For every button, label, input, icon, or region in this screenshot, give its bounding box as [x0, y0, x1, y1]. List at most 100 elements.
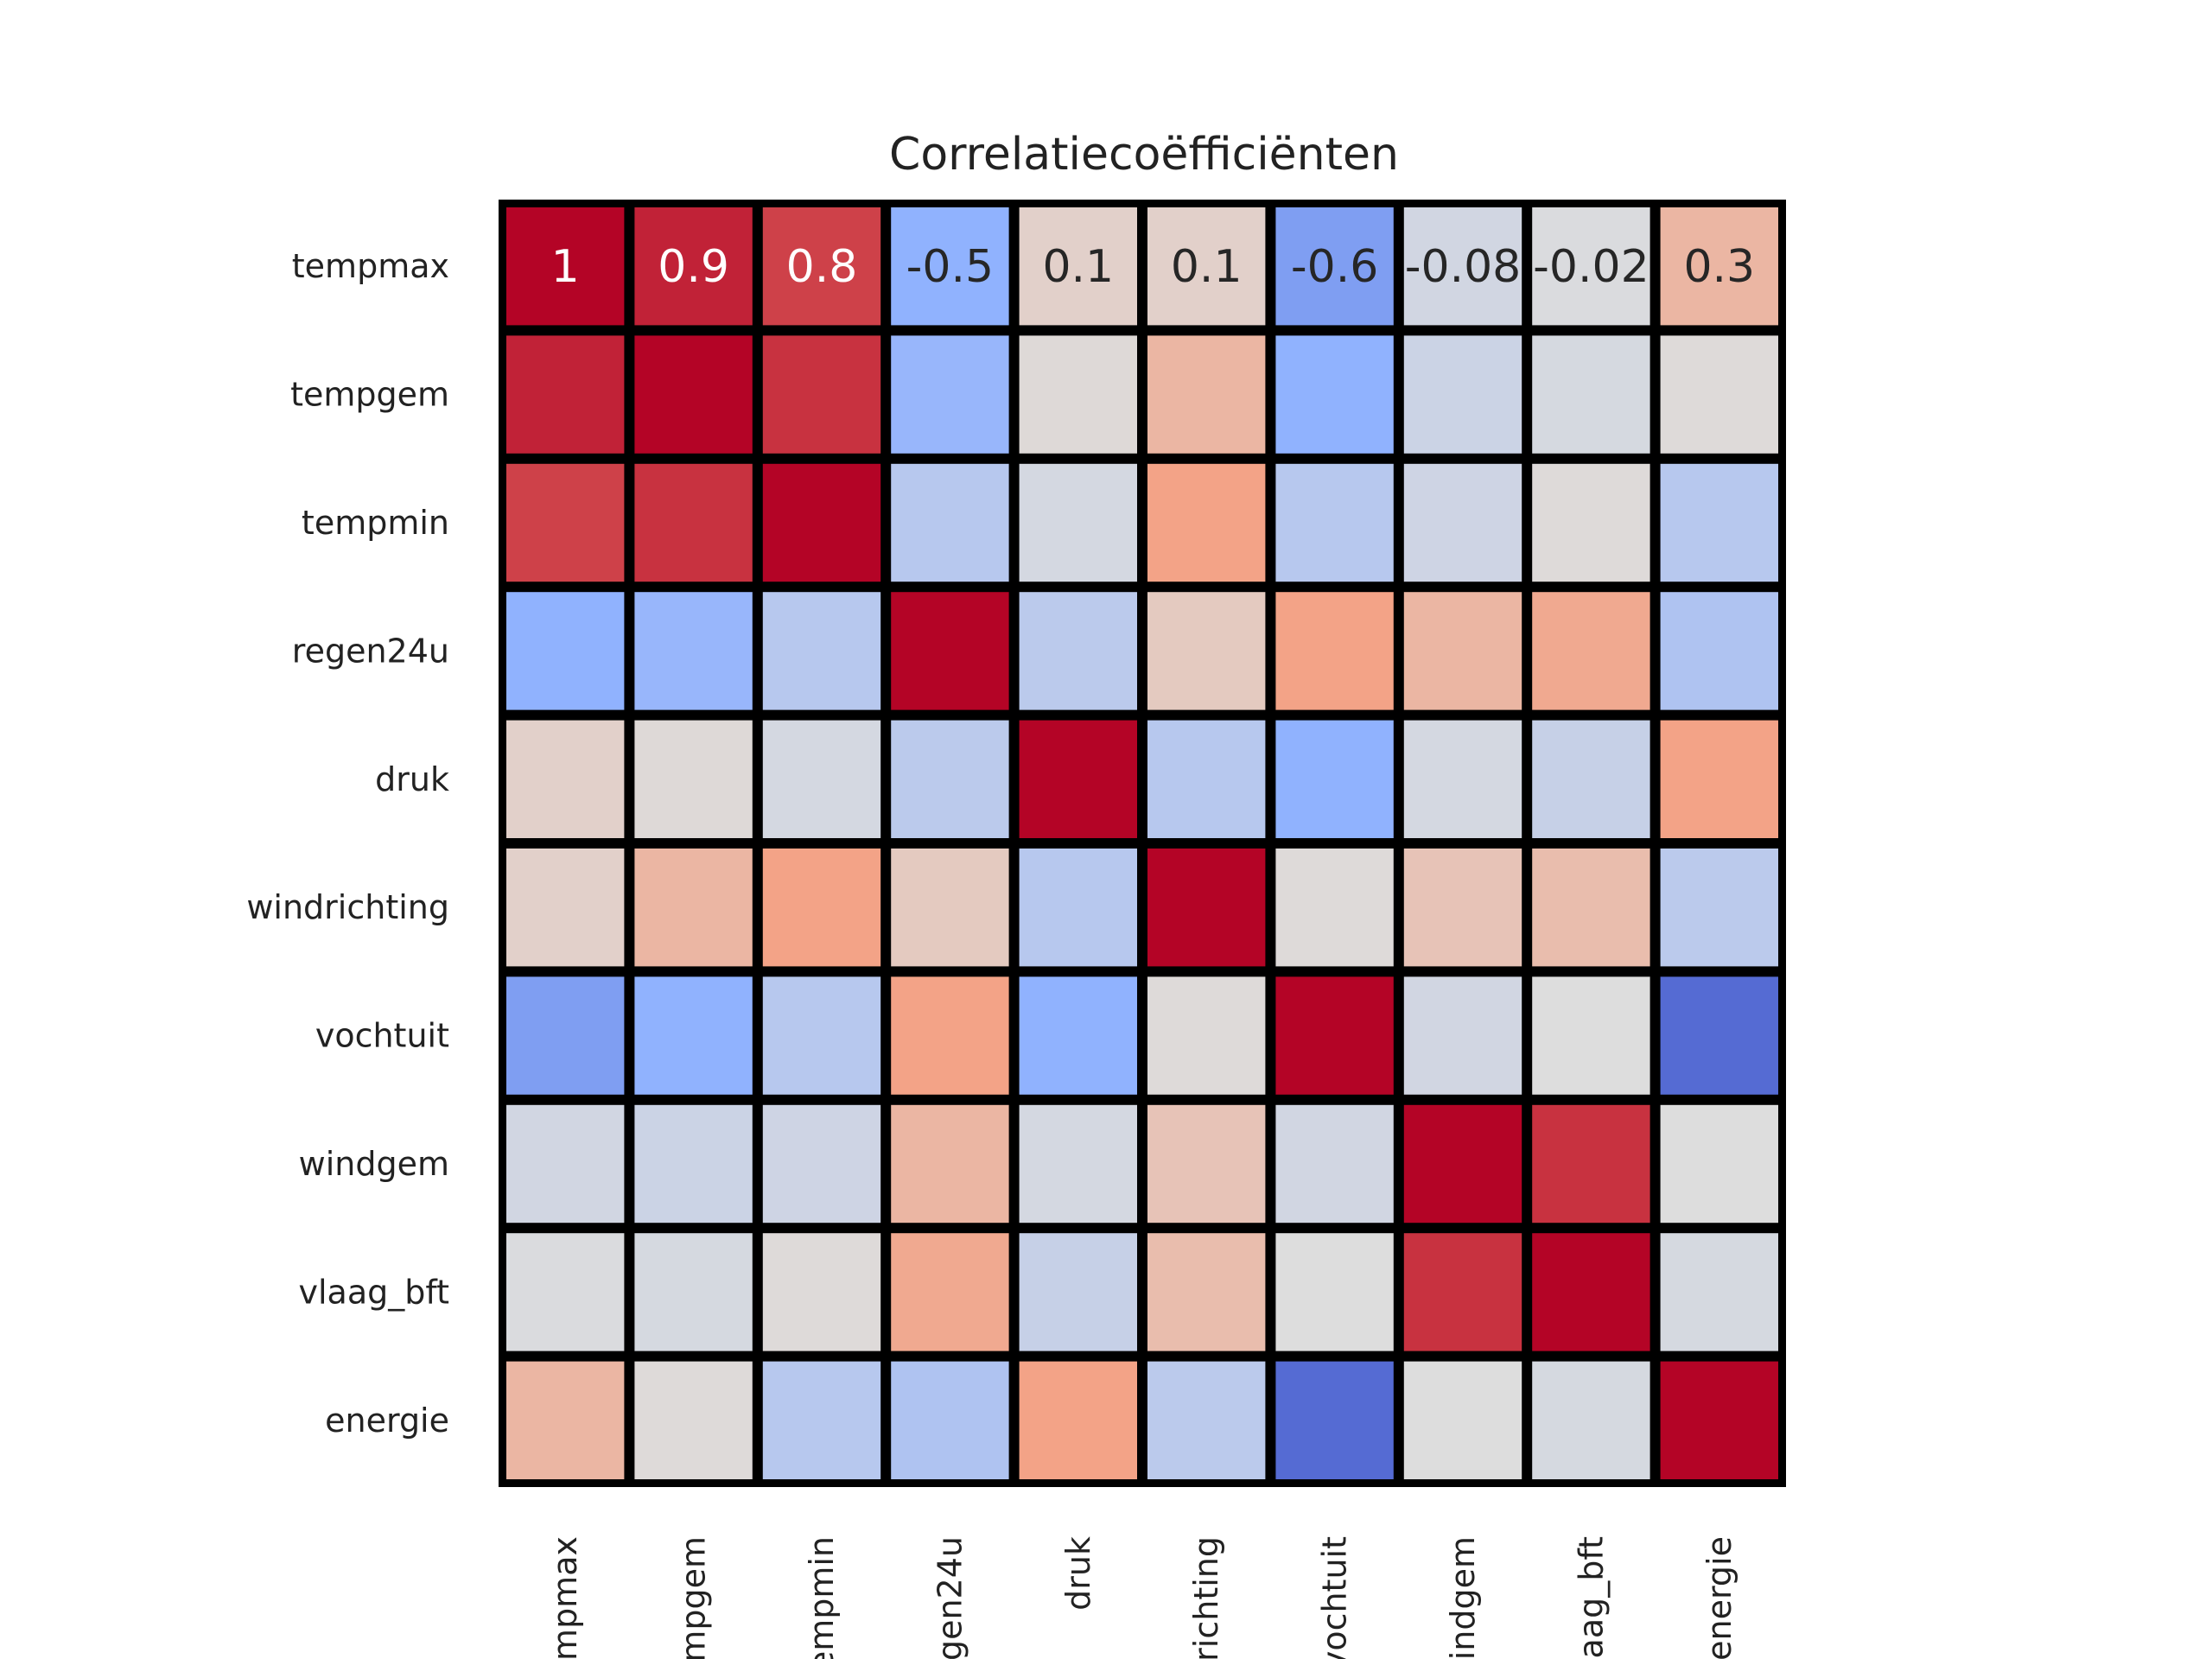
- heatmap-cell-windgem-regen24u: [891, 1104, 1009, 1224]
- heatmap-cell-tempmax-energie: [1660, 207, 1778, 326]
- heatmap-cell-windrichting-druk: [1019, 849, 1137, 967]
- heatmap-cell-tempmin-druk: [1019, 463, 1137, 582]
- heatmap-cell-windgem-tempmax: [506, 1104, 625, 1224]
- chart-title: Correlatiecoëfficiënten: [889, 129, 1399, 181]
- heatmap-cell-regen24u-tempmin: [762, 592, 881, 710]
- heatmap-cell-tempmax-vlaag_bft: [1532, 207, 1650, 326]
- heatmap-cell-tempmin-windrichting: [1147, 463, 1266, 582]
- heatmap-cell-tempmax-regen24u: [891, 207, 1009, 326]
- heatmap-cell-windgem-druk: [1019, 1104, 1137, 1224]
- heatmap-cell-tempgem-energie: [1660, 335, 1778, 454]
- y-tick-label: tempmin: [302, 504, 449, 542]
- y-tick-label: energie: [325, 1402, 449, 1440]
- cell-value-label: 0.3: [1683, 241, 1755, 293]
- heatmap-cell-tempgem-regen24u: [891, 335, 1009, 454]
- heatmap-cell-tempgem-windrichting: [1147, 335, 1266, 454]
- x-tick-label: windrichting: [1187, 1536, 1225, 1659]
- heatmap-cell-tempgem-vochtuit: [1275, 335, 1394, 454]
- heatmap-cell-energie-vlaag_bft: [1532, 1361, 1650, 1479]
- heatmap-cell-windrichting-vochtuit: [1275, 849, 1394, 967]
- x-tick-label: vochtuit: [1316, 1536, 1354, 1659]
- heatmap-cell-tempmax-tempgem: [634, 207, 753, 326]
- heatmap-cell-tempmax-windgem: [1403, 207, 1522, 326]
- cell-value-label: -0.02: [1533, 241, 1649, 293]
- cell-value-label: 0.1: [1042, 241, 1114, 293]
- heatmap-cell-vlaag_bft-vlaag_bft: [1532, 1233, 1650, 1351]
- heatmap-cell-vlaag_bft-tempmax: [506, 1233, 625, 1351]
- heatmap-cell-vlaag_bft-vochtuit: [1275, 1233, 1394, 1351]
- heatmap-cell-windgem-windgem: [1403, 1104, 1522, 1224]
- heatmap-cell-druk-vochtuit: [1275, 720, 1394, 838]
- x-tick-label: tempmax: [546, 1536, 584, 1659]
- heatmap-cell-windrichting-vlaag_bft: [1532, 849, 1650, 967]
- cell-value-label: -0.6: [1291, 241, 1378, 293]
- heatmap-cell-druk-druk: [1019, 720, 1137, 838]
- heatmap-cell-druk-tempmax: [506, 720, 625, 838]
- heatmap-cell-regen24u-regen24u: [891, 592, 1009, 710]
- heatmap-cell-vochtuit-energie: [1660, 976, 1778, 1095]
- heatmap-cell-druk-windrichting: [1147, 720, 1266, 838]
- heatmap-cell-druk-tempgem: [634, 720, 753, 838]
- heatmap-cell-tempmax-vochtuit: [1275, 207, 1394, 326]
- heatmap-cell-tempmin-tempgem: [634, 463, 753, 582]
- heatmap-cell-energie-windrichting: [1147, 1361, 1266, 1479]
- heatmap-cell-windgem-vochtuit: [1275, 1104, 1394, 1224]
- heatmap-cell-windgem-tempgem: [634, 1104, 753, 1224]
- y-tick-label: vochtuit: [315, 1017, 449, 1055]
- heatmap-cell-windrichting-tempgem: [634, 849, 753, 967]
- heatmap-cell-energie-regen24u: [891, 1361, 1009, 1479]
- heatmap-cell-druk-energie: [1660, 720, 1778, 838]
- heatmap-cell-vlaag_bft-windrichting: [1147, 1233, 1266, 1351]
- heatmap-cell-vlaag_bft-tempgem: [634, 1233, 753, 1351]
- heatmap-cell-tempmin-energie: [1660, 463, 1778, 582]
- heatmap-cell-vochtuit-tempmin: [762, 976, 881, 1095]
- heatmap-cell-energie-tempgem: [634, 1361, 753, 1479]
- heatmap-cell-vochtuit-windrichting: [1147, 976, 1266, 1095]
- heatmap-cell-windrichting-energie: [1660, 849, 1778, 967]
- heatmap-cell-vochtuit-tempmax: [506, 976, 625, 1095]
- heatmap-cell-regen24u-druk: [1019, 592, 1137, 710]
- heatmap-cell-tempmin-tempmin: [762, 463, 881, 582]
- heatmap-cell-tempgem-tempgem: [634, 335, 753, 454]
- heatmap-cell-vlaag_bft-regen24u: [891, 1233, 1009, 1351]
- heatmap-cell-windrichting-windrichting: [1147, 849, 1266, 967]
- heatmap-cell-vlaag_bft-tempmin: [762, 1233, 881, 1351]
- cell-value-label: 0.1: [1171, 241, 1243, 293]
- heatmap-cell-energie-energie: [1660, 1361, 1778, 1479]
- heatmap-cell-tempmin-vlaag_bft: [1532, 463, 1650, 582]
- heatmap-cells: [499, 200, 1786, 1487]
- heatmap-cell-energie-vochtuit: [1275, 1361, 1394, 1479]
- x-axis-tick-labels: tempmax tempgem tempmin regen24u druk windric…: [546, 1536, 1738, 1659]
- heatmap-cell-windrichting-regen24u: [891, 849, 1009, 967]
- heatmap-cell-vochtuit-vlaag_bft: [1532, 976, 1650, 1095]
- y-axis-tick-labels: tempmax tempgem tempmin regen24u druk windric…: [246, 247, 449, 1440]
- heatmap-cell-vochtuit-druk: [1019, 976, 1137, 1095]
- heatmap-cell-tempgem-vlaag_bft: [1532, 335, 1650, 454]
- heatmap-cell-energie-windgem: [1403, 1361, 1522, 1479]
- heatmap-cell-vlaag_bft-windgem: [1403, 1233, 1522, 1351]
- heatmap-cell-labels: 1 0.9 0.8 -0.5 0.1 0.1 -0.6 -0.08 -0.02 0.3: [551, 241, 1755, 293]
- heatmap-cell-tempmax-tempmin: [762, 207, 881, 326]
- x-tick-label: regen24u: [931, 1536, 969, 1659]
- cell-value-label: -0.08: [1405, 241, 1522, 293]
- heatmap-cell-vochtuit-tempgem: [634, 976, 753, 1095]
- x-tick-label: windgem: [1444, 1536, 1482, 1659]
- heatmap-cell-tempmax-druk: [1019, 207, 1137, 326]
- heatmap-cell-tempgem-windgem: [1403, 335, 1522, 454]
- heatmap-cell-tempgem-tempmax: [506, 335, 625, 454]
- heatmap-cell-tempmin-tempmax: [506, 463, 625, 582]
- heatmap-cell-tempmin-windgem: [1403, 463, 1522, 582]
- y-tick-label: vlaag_bft: [299, 1273, 449, 1311]
- heatmap-cell-druk-vlaag_bft: [1532, 720, 1650, 838]
- heatmap-cell-regen24u-tempmax: [506, 592, 625, 710]
- x-tick-label: tempgem: [675, 1536, 713, 1659]
- x-tick-label: druk: [1059, 1536, 1097, 1611]
- heatmap-cell-regen24u-vochtuit: [1275, 592, 1394, 710]
- heatmap-cell-windrichting-tempmax: [506, 849, 625, 967]
- y-tick-label: windgem: [299, 1145, 449, 1183]
- heatmap-cell-windgem-vlaag_bft: [1532, 1104, 1650, 1224]
- heatmap-cell-windgem-windrichting: [1147, 1104, 1266, 1224]
- cell-value-label: 1: [551, 241, 580, 293]
- heatmap-cell-regen24u-tempgem: [634, 592, 753, 710]
